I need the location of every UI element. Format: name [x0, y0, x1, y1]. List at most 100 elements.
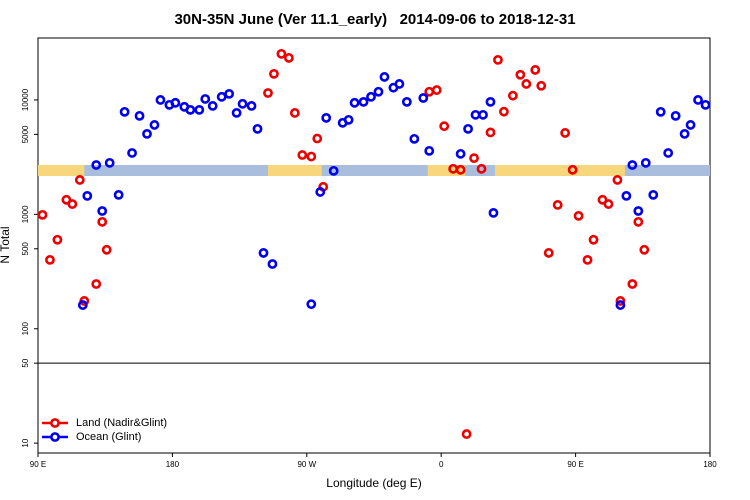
data-point: [149, 120, 160, 130]
data-point: [267, 259, 278, 269]
legend-marker: [50, 432, 60, 442]
data-point: [615, 300, 626, 310]
land-band: [267, 165, 322, 176]
data-point: [530, 65, 541, 75]
y-tick-label: 100: [21, 322, 30, 336]
data-point: [269, 68, 279, 79]
data-point: [499, 106, 509, 117]
data-point: [394, 79, 405, 89]
data-point: [113, 189, 124, 200]
x-axis-label: Longitude (deg E): [326, 476, 421, 490]
data-point: [633, 216, 644, 227]
data-point: [621, 190, 632, 201]
data-point: [700, 99, 711, 110]
data-point: [289, 108, 300, 118]
data-point: [252, 123, 263, 134]
data-point: [685, 120, 696, 130]
land-band: [427, 165, 466, 176]
data-point: [485, 96, 496, 107]
data-point: [315, 187, 326, 197]
data-point: [231, 107, 242, 118]
y-tick-label: 5000: [21, 125, 30, 143]
data-point: [655, 106, 666, 117]
data-point: [237, 98, 248, 109]
data-point: [560, 128, 571, 138]
data-point: [101, 244, 112, 255]
legend-label: Land (Nadir&Glint): [76, 417, 167, 429]
data-point: [349, 97, 360, 108]
data-point: [693, 95, 703, 105]
data-point: [615, 296, 626, 306]
data-point: [418, 93, 429, 103]
data-point: [155, 95, 166, 105]
data-point: [358, 96, 369, 107]
data-point: [142, 128, 152, 139]
x-tick-label: 90 W: [297, 460, 316, 469]
plot-frame: [37, 37, 711, 454]
data-point: [455, 164, 466, 175]
y-tick-label: 500: [21, 242, 30, 256]
data-point: [521, 79, 532, 89]
x-tick-label: 180: [166, 460, 180, 469]
data-point: [536, 80, 547, 91]
data-point: [127, 148, 137, 158]
data-point: [200, 94, 211, 104]
x-tick-label: 180: [703, 460, 717, 469]
legend-label: Ocean (Glint): [76, 431, 141, 443]
data-point: [373, 86, 384, 97]
data-point: [297, 150, 308, 160]
data-point: [263, 88, 273, 98]
data-point: [194, 104, 205, 115]
data-point: [493, 54, 503, 65]
data-point: [224, 88, 235, 99]
data-point: [679, 128, 690, 139]
land-band: [38, 165, 85, 176]
data-point: [328, 165, 339, 176]
data-point: [648, 189, 659, 200]
data-point: [455, 148, 466, 159]
data-point: [478, 109, 488, 120]
data-point: [567, 164, 578, 175]
data-point: [640, 157, 651, 168]
data-point: [91, 279, 102, 289]
data-point: [170, 97, 181, 108]
data-point: [379, 72, 390, 82]
y-tick-label: 50: [21, 358, 30, 367]
data-point: [97, 216, 108, 227]
data-point: [603, 199, 614, 209]
data-point: [588, 234, 599, 245]
data-point: [52, 234, 63, 245]
data-point: [507, 90, 518, 101]
y-tick-label: 10: [21, 438, 30, 447]
x-tick-label: 0: [439, 460, 444, 469]
data-point: [321, 112, 332, 123]
data-point: [633, 206, 644, 216]
data-point: [552, 199, 563, 210]
data-point: [409, 133, 420, 144]
data-point: [627, 160, 638, 170]
data-point: [469, 153, 479, 164]
data-point: [343, 114, 354, 125]
data-point: [612, 175, 623, 185]
y-tick-label: 10000: [21, 88, 30, 111]
land-band: [494, 165, 625, 176]
data-point: [470, 109, 481, 120]
data-point: [82, 190, 93, 201]
data-point: [216, 91, 227, 102]
data-point: [439, 121, 450, 132]
x-tick-label: 90 E: [30, 460, 46, 469]
data-point: [104, 157, 115, 168]
data-point: [401, 96, 412, 107]
x-tick-label: 90 E: [567, 460, 583, 469]
data-point: [258, 248, 269, 258]
data-point: [573, 210, 584, 221]
data-point: [77, 300, 88, 310]
data-point: [306, 151, 317, 162]
data-point: [476, 163, 487, 174]
data-point: [246, 101, 257, 111]
data-point: [582, 254, 593, 265]
data-point: [207, 101, 218, 111]
data-point: [97, 206, 108, 216]
data-point: [276, 48, 287, 59]
data-point: [306, 299, 317, 310]
